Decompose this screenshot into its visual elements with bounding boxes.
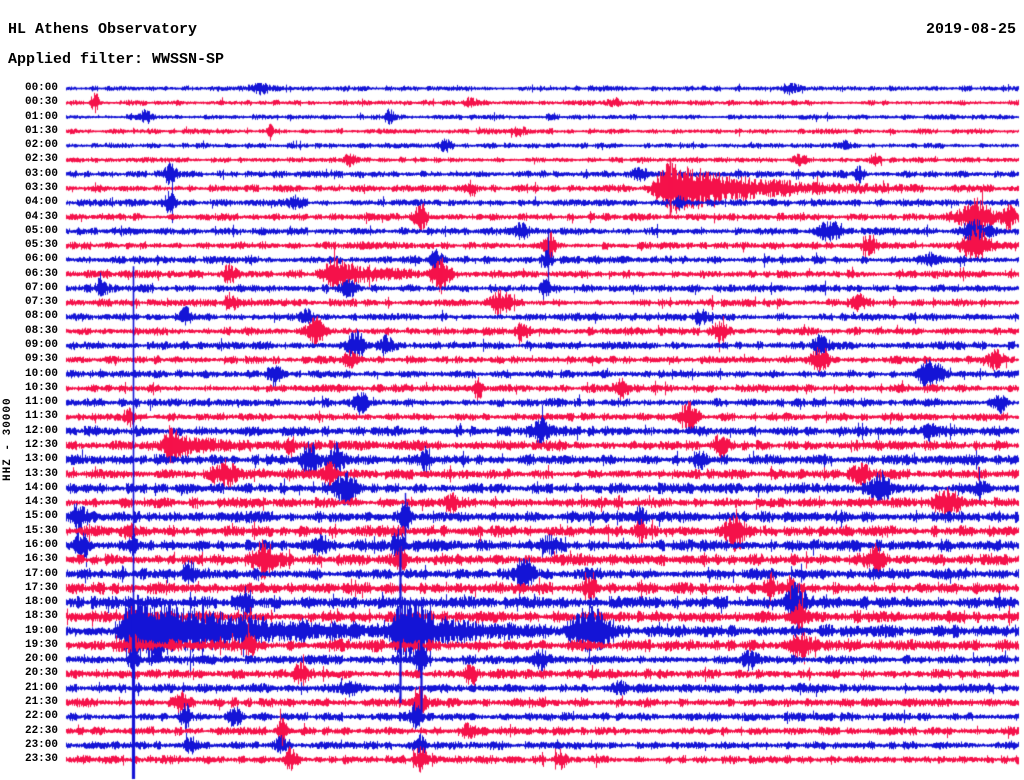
row-label: 11:30	[24, 410, 58, 423]
row-label: 10:00	[24, 367, 58, 380]
row-label: 18:30	[24, 610, 58, 623]
row-label: 09:30	[24, 353, 58, 366]
row-label: 17:30	[24, 581, 58, 594]
row-label: 00:00	[24, 82, 58, 94]
row-label: 08:00	[24, 310, 58, 323]
row-label: 02:00	[24, 139, 58, 152]
row-label: 06:00	[24, 253, 58, 266]
row-label: 01:30	[24, 124, 58, 137]
row-label: 14:30	[24, 496, 58, 509]
row-label: 16:30	[24, 553, 58, 566]
row-label: 03:30	[24, 181, 58, 194]
row-label: 13:00	[24, 453, 58, 466]
row-label: 07:00	[24, 281, 58, 294]
record-date: 2019-08-25	[925, 21, 1016, 38]
row-label: 23:30	[24, 753, 58, 766]
row-label: 00:30	[24, 96, 58, 109]
page-title: HL Athens Observatory	[8, 21, 198, 38]
row-label: 14:00	[24, 481, 58, 494]
row-label: 18:00	[24, 596, 58, 609]
row-label: 21:00	[24, 681, 58, 694]
row-label: 12:30	[24, 439, 58, 451]
row-label: 20:30	[24, 667, 58, 680]
row-label: 16:00	[24, 538, 58, 551]
row-label: 05:30	[24, 239, 58, 252]
row-label: 07:30	[24, 296, 58, 309]
row-label: 10:30	[24, 381, 58, 394]
row-label: 11:00	[24, 396, 58, 409]
row-label: 21:30	[24, 696, 58, 709]
row-label: 09:00	[24, 339, 58, 352]
time-axis-labels: 00:00 00:30 01:00 01:30 02:00 02:30 03:00 03:30…	[0, 0, 62, 780]
row-label: 19:30	[24, 638, 58, 651]
row-label: 01:00	[24, 110, 58, 123]
row-label: 23:00	[24, 738, 58, 751]
row-label: 02:30	[24, 153, 58, 166]
row-label: 22:00	[24, 710, 58, 723]
row-label: 15:00	[24, 510, 58, 523]
applied-filter-label: Applied filter: WWSSN-SP	[8, 51, 225, 68]
row-label: 08:30	[24, 324, 58, 337]
row-label: 04:30	[24, 210, 58, 223]
row-label: 20:00	[24, 653, 58, 666]
row-label: 04:00	[24, 196, 58, 209]
row-label: 06:30	[24, 267, 58, 280]
row-label: 17:00	[24, 567, 58, 580]
row-label: 22:30	[24, 724, 58, 737]
row-label: 12:00	[24, 424, 58, 437]
row-label: 03:00	[24, 167, 58, 180]
row-label: 19:00	[24, 624, 58, 637]
row-label: 05:00	[24, 224, 58, 237]
row-label: 13:30	[24, 467, 58, 480]
row-label: 15:30	[24, 524, 58, 537]
